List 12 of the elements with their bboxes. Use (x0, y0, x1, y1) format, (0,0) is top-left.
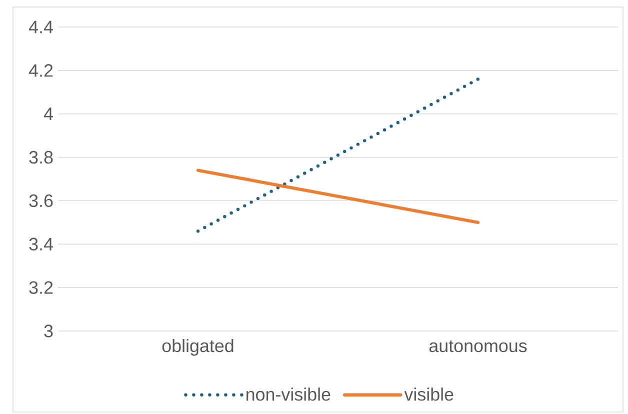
y-tick-label: 3.6 (29, 194, 53, 208)
legend-label: non-visible (246, 388, 330, 401)
y-tick-label: 4.2 (28, 64, 53, 77)
legend-label: visible (404, 388, 454, 401)
y-tick-label: 3 (44, 324, 53, 338)
y-tick-label: 3.4 (29, 238, 53, 250)
y-tick-label: 3.2 (29, 281, 53, 294)
y-tick-label: 4.4 (28, 20, 53, 34)
y-tick-label: 4 (44, 108, 53, 120)
x-tick-label: autonomous (429, 340, 527, 352)
y-tick-label: 3.8 (29, 150, 53, 164)
x-tick-label: obligated (162, 339, 234, 356)
